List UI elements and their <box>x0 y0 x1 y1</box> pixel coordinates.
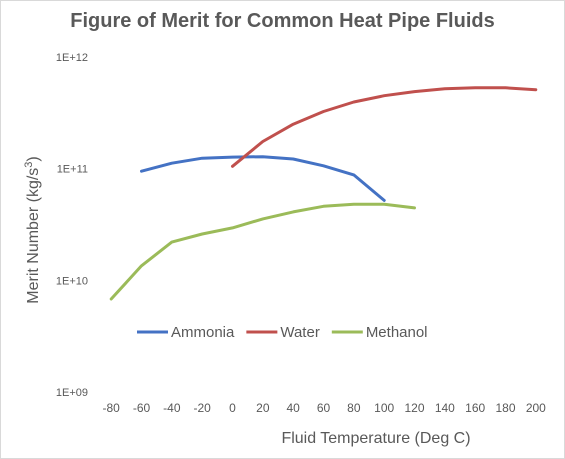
series-line-ammonia <box>140 155 386 202</box>
series-line-water <box>231 86 538 168</box>
x-tick-label: 60 <box>317 401 331 415</box>
legend-label-ammonia: Ammonia <box>171 324 235 341</box>
y-axis-ticks: 1E+09 1E+10 1E+11 1E+12 <box>56 52 88 399</box>
x-tick-label: -80 <box>102 401 120 415</box>
x-tick-label: -40 <box>163 401 181 415</box>
x-tick-label: 200 <box>526 401 546 415</box>
y-tick-label: 1E+10 <box>56 275 88 287</box>
plot-area <box>109 86 538 301</box>
y-axis-title-close: ) <box>25 156 42 161</box>
y-axis-title: Merit Number (kg/s3) <box>23 156 42 303</box>
y-axis-title-main: Merit Number (kg/s <box>25 168 42 304</box>
x-tick-label: 40 <box>286 401 300 415</box>
y-axis-title-sup: 3 <box>23 162 35 168</box>
chart-title: Figure of Merit for Common Heat Pipe Flu… <box>70 10 495 32</box>
x-axis-title: Fluid Temperature (Deg C) <box>281 430 470 447</box>
x-tick-label: 0 <box>229 401 236 415</box>
y-tick-label: 1E+11 <box>57 164 88 176</box>
x-axis-ticks: -80 -60 -40 -20 0 20 40 60 80 100 120 140 160 180 200 <box>102 401 546 415</box>
legend: Ammonia Water Methanol <box>137 324 428 341</box>
x-tick-label: 100 <box>374 401 394 415</box>
x-tick-label: 180 <box>495 401 515 415</box>
x-tick-label: -60 <box>133 401 151 415</box>
legend-label-methanol: Methanol <box>366 324 428 341</box>
legend-label-water: Water <box>280 324 319 341</box>
x-tick-label: 80 <box>347 401 361 415</box>
x-tick-label: 120 <box>404 401 424 415</box>
x-tick-label: 20 <box>256 401 270 415</box>
y-tick-label: 1E+09 <box>56 387 88 399</box>
x-tick-label: -20 <box>193 401 211 415</box>
y-tick-label: 1E+12 <box>56 52 88 64</box>
x-tick-label: 160 <box>465 401 485 415</box>
x-tick-label: 140 <box>435 401 455 415</box>
series-line-methanol <box>109 202 416 301</box>
